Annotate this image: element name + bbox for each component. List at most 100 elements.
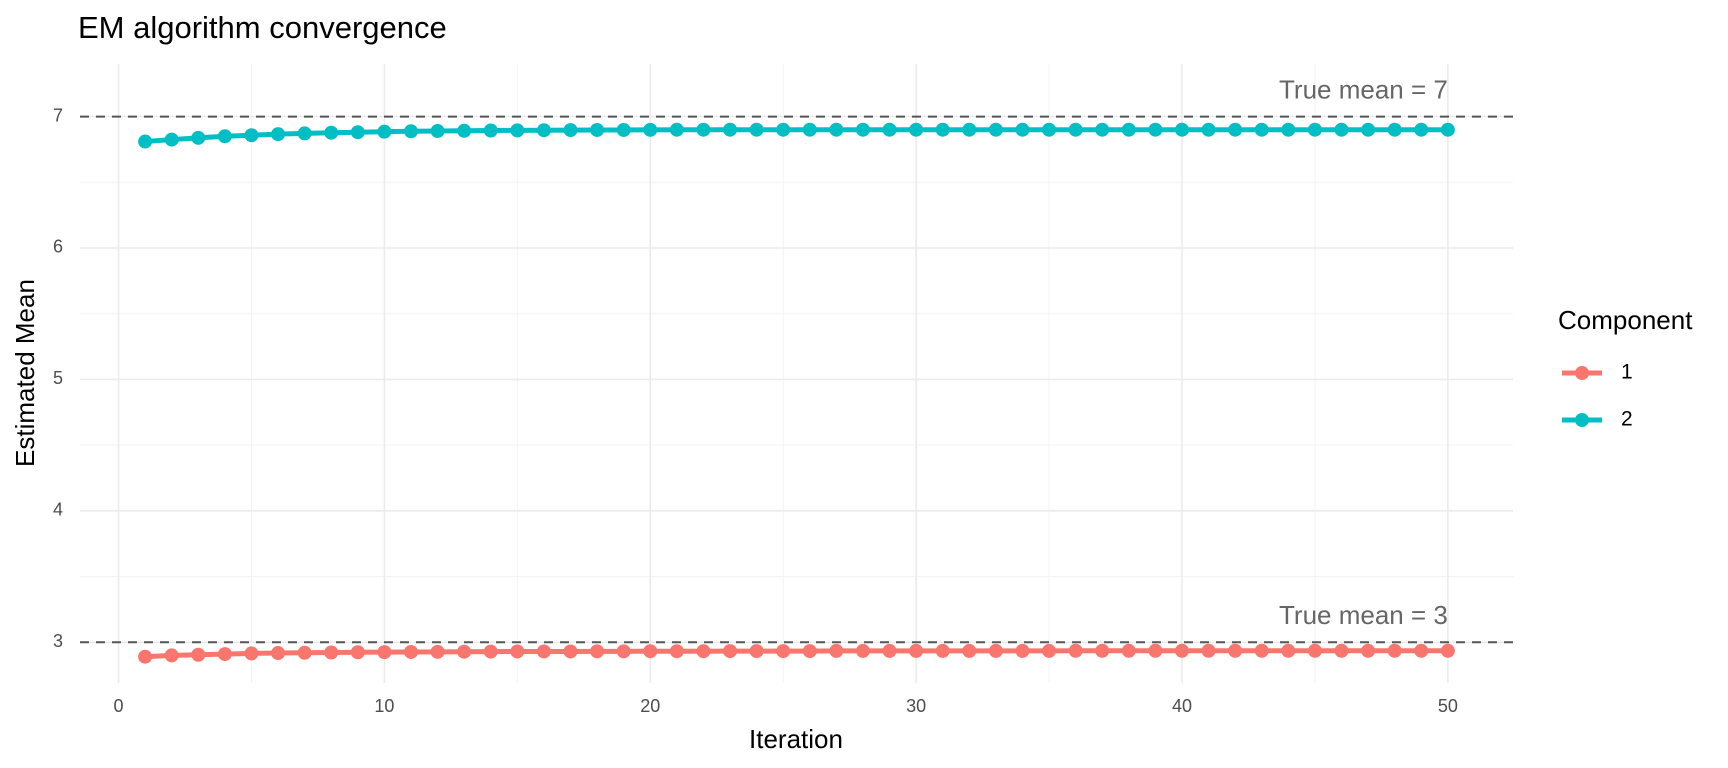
data-point bbox=[829, 122, 844, 137]
data-point bbox=[377, 124, 392, 139]
data-point bbox=[616, 644, 631, 659]
data-point bbox=[1387, 643, 1402, 658]
data-point bbox=[324, 125, 339, 140]
data-point bbox=[1440, 643, 1455, 658]
x-tick-label: 10 bbox=[374, 696, 394, 716]
x-tick-label: 20 bbox=[640, 696, 660, 716]
data-point bbox=[138, 134, 153, 149]
data-point bbox=[297, 645, 312, 660]
data-point bbox=[1387, 122, 1402, 137]
data-point bbox=[776, 644, 791, 659]
data-point bbox=[1281, 643, 1296, 658]
data-point bbox=[217, 129, 232, 144]
x-tick-label: 0 bbox=[114, 696, 124, 716]
data-point bbox=[1095, 643, 1110, 658]
data-point bbox=[164, 648, 179, 663]
data-point bbox=[1414, 122, 1429, 137]
reference-label: True mean = 3 bbox=[1279, 600, 1448, 630]
data-point bbox=[430, 644, 445, 659]
data-point bbox=[271, 646, 286, 661]
data-point bbox=[643, 644, 658, 659]
data-point bbox=[855, 643, 870, 658]
data-point bbox=[457, 644, 472, 659]
y-tick-label: 5 bbox=[53, 368, 63, 388]
data-point bbox=[962, 643, 977, 658]
data-point bbox=[403, 644, 418, 659]
data-point bbox=[1361, 643, 1376, 658]
data-point bbox=[510, 644, 525, 659]
data-point bbox=[1281, 122, 1296, 137]
data-point bbox=[1254, 643, 1269, 658]
data-point bbox=[164, 132, 179, 147]
data-point bbox=[882, 122, 897, 137]
data-point bbox=[536, 644, 551, 659]
x-axis-title: Iteration bbox=[749, 724, 843, 754]
data-point bbox=[590, 122, 605, 137]
y-tick-label: 4 bbox=[53, 500, 63, 520]
data-point bbox=[802, 122, 817, 137]
data-point bbox=[988, 643, 1003, 658]
data-point bbox=[669, 122, 684, 137]
y-tick-label: 3 bbox=[53, 631, 63, 651]
data-point bbox=[1042, 122, 1057, 137]
data-point bbox=[882, 643, 897, 658]
data-point bbox=[1015, 122, 1030, 137]
series-line bbox=[145, 648, 1448, 660]
data-point bbox=[1121, 643, 1136, 658]
data-point bbox=[1175, 122, 1190, 137]
legend-label: 1 bbox=[1621, 361, 1633, 384]
data-point bbox=[244, 128, 259, 143]
x-tick-label: 40 bbox=[1172, 696, 1192, 716]
data-point bbox=[191, 647, 206, 662]
data-point bbox=[563, 644, 578, 659]
data-point bbox=[935, 122, 950, 137]
data-point bbox=[909, 122, 924, 137]
data-point bbox=[749, 122, 764, 137]
data-point bbox=[350, 125, 365, 140]
data-point bbox=[616, 122, 631, 137]
data-point bbox=[829, 643, 844, 658]
data-point bbox=[271, 127, 286, 142]
data-point bbox=[377, 645, 392, 660]
data-point bbox=[723, 644, 738, 659]
data-point bbox=[1095, 122, 1110, 137]
data-point bbox=[138, 649, 153, 664]
y-axis-title: Estimated Mean bbox=[10, 279, 40, 467]
data-point bbox=[1121, 122, 1136, 137]
data-point bbox=[1361, 122, 1376, 137]
data-point bbox=[483, 644, 498, 659]
data-point bbox=[1148, 643, 1163, 658]
data-point bbox=[1414, 643, 1429, 658]
data-point bbox=[1175, 643, 1190, 658]
data-point bbox=[430, 124, 445, 139]
data-point bbox=[696, 644, 711, 659]
data-point bbox=[536, 123, 551, 138]
data-point bbox=[510, 123, 525, 138]
data-point bbox=[643, 122, 658, 137]
data-point bbox=[935, 643, 950, 658]
data-point bbox=[403, 124, 418, 139]
data-point bbox=[457, 123, 472, 138]
data-point bbox=[297, 126, 312, 141]
data-point bbox=[1068, 122, 1083, 137]
y-tick-label: 6 bbox=[53, 237, 63, 257]
legend-label: 2 bbox=[1621, 408, 1633, 431]
data-point bbox=[1440, 122, 1455, 137]
data-point bbox=[1254, 122, 1269, 137]
data-point bbox=[1042, 643, 1057, 658]
legend-key-point bbox=[1575, 413, 1589, 427]
data-point bbox=[723, 122, 738, 137]
data-point bbox=[244, 646, 259, 661]
data-point bbox=[1015, 643, 1030, 658]
data-point bbox=[1307, 643, 1322, 658]
data-point bbox=[802, 644, 817, 659]
series-line bbox=[144, 127, 1448, 145]
reference-label: True mean = 7 bbox=[1279, 74, 1448, 104]
data-point bbox=[563, 123, 578, 138]
data-point bbox=[909, 643, 924, 658]
data-point bbox=[1148, 122, 1163, 137]
data-point bbox=[191, 130, 206, 145]
data-point bbox=[855, 122, 870, 137]
data-point bbox=[324, 645, 339, 660]
data-point bbox=[483, 123, 498, 138]
